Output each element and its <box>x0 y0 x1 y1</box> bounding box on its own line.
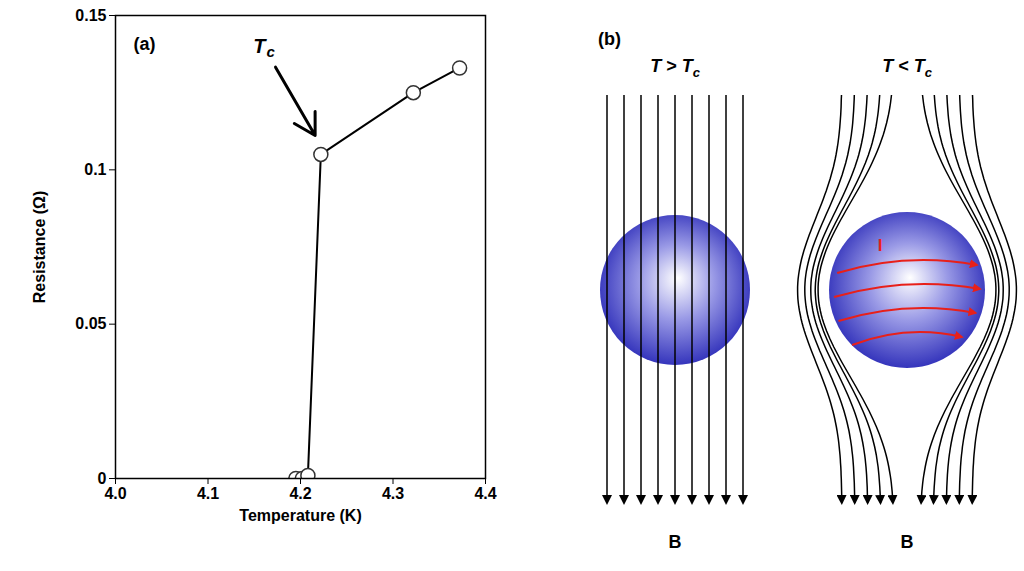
svg-text:T: T <box>253 35 267 57</box>
svg-text:I: I <box>878 236 883 255</box>
svg-text:4.4: 4.4 <box>474 485 496 502</box>
svg-text:c: c <box>267 43 276 60</box>
svg-text:4.0: 4.0 <box>104 485 126 502</box>
svg-text:T < Tc: T < Tc <box>882 56 933 80</box>
svg-text:4.3: 4.3 <box>382 485 404 502</box>
svg-text:B: B <box>669 532 682 552</box>
svg-text:T > Tc: T > Tc <box>650 56 701 80</box>
svg-text:0.05: 0.05 <box>75 315 106 332</box>
svg-text:(b): (b) <box>598 29 621 49</box>
svg-text:4.1: 4.1 <box>197 485 219 502</box>
svg-text:Resistance (Ω): Resistance (Ω) <box>31 191 48 303</box>
svg-text:4.2: 4.2 <box>289 485 311 502</box>
svg-text:0: 0 <box>97 469 107 487</box>
svg-text:0.1: 0.1 <box>84 161 106 178</box>
svg-text:B: B <box>901 532 914 552</box>
svg-text:Temperature (K): Temperature (K) <box>239 507 361 524</box>
svg-text:(a): (a) <box>134 34 156 54</box>
svg-text:0.15: 0.15 <box>75 7 106 24</box>
